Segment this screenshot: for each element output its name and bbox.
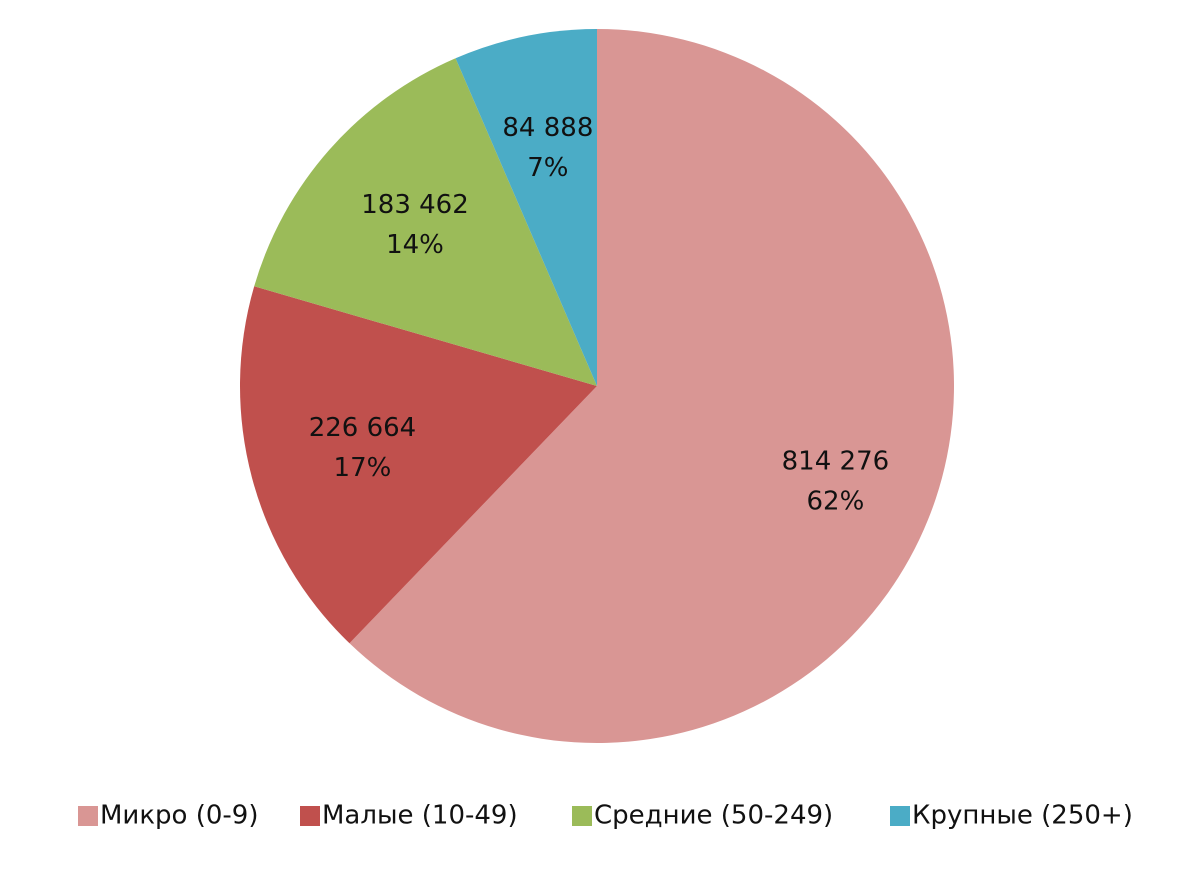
pie-slice [254,58,598,387]
pie-slice [349,29,954,744]
legend-label: Средние (50-249) [594,801,833,831]
legend-label: Малые (10-49) [322,801,518,831]
legend-swatch [300,806,320,826]
percent-label: 14% [386,230,444,260]
pie-slice [239,286,598,644]
legend-label: Микро (0-9) [100,801,258,831]
legend-swatch [890,806,910,826]
percent-label: 7% [527,153,568,183]
legend-swatch [572,806,592,826]
legend-label: Крупные (250+) [912,801,1133,831]
value-label: 814 276 [782,447,890,477]
value-label: 84 888 [502,113,593,143]
percent-label: 62% [807,487,865,517]
value-label: 226 664 [309,413,417,443]
percent-label: 17% [334,453,392,483]
legend-swatch [78,806,98,826]
pie-slice [455,29,597,386]
value-label: 183 462 [361,190,469,220]
